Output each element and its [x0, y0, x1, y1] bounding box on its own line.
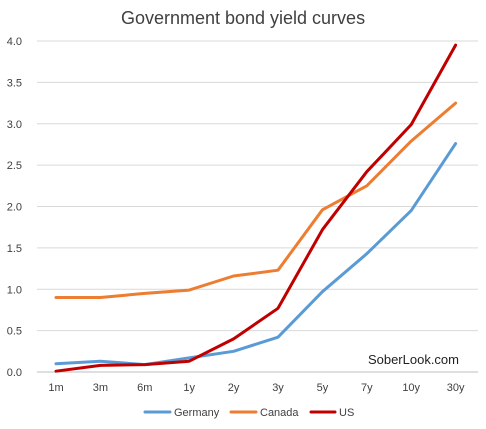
- y-tick-label: 1.5: [7, 243, 22, 255]
- watermark-annotation: SoberLook.com: [368, 352, 459, 367]
- series-lines: [54, 43, 458, 373]
- y-axis-ticks: 0.0 0.5 1.0 1.5 2.0 2.5 3.0 3.5 4.0: [7, 36, 22, 379]
- x-tick-label: 7y: [361, 382, 373, 394]
- series-line-us: [54, 43, 458, 373]
- legend: Germany Canada US: [143, 407, 354, 419]
- legend-label-germany: Germany: [174, 407, 220, 419]
- x-tick-label: 1y: [183, 382, 195, 394]
- y-tick-label: 0.0: [7, 367, 22, 379]
- x-tick-label: 30y: [447, 382, 465, 394]
- chart-title: Government bond yield curves: [121, 8, 365, 28]
- legend-label-us: US: [339, 407, 354, 419]
- y-tick-label: 3.5: [7, 77, 22, 89]
- x-tick-label: 10y: [402, 382, 420, 394]
- x-tick-label: 2y: [228, 382, 240, 394]
- series-line-canada: [54, 101, 458, 299]
- y-tick-label: 2.0: [7, 202, 22, 214]
- legend-label-canada: Canada: [260, 407, 299, 419]
- x-tick-label: 3m: [93, 382, 108, 394]
- y-tick-label: 2.5: [7, 160, 22, 172]
- grid: [37, 40, 478, 373]
- y-tick-label: 0.5: [7, 326, 22, 338]
- y-tick-label: 4.0: [7, 36, 22, 48]
- x-axis-ticks: 1m 3m 6m 1y 2y 3y 5y 7y 10y 30y: [48, 382, 465, 394]
- x-tick-label: 1m: [48, 382, 63, 394]
- y-tick-label: 1.0: [7, 284, 22, 296]
- x-tick-label: 3y: [272, 382, 284, 394]
- x-tick-label: 6m: [137, 382, 152, 394]
- y-tick-label: 3.0: [7, 119, 22, 131]
- series-line-germany: [54, 142, 458, 367]
- x-tick-label: 5y: [317, 382, 329, 394]
